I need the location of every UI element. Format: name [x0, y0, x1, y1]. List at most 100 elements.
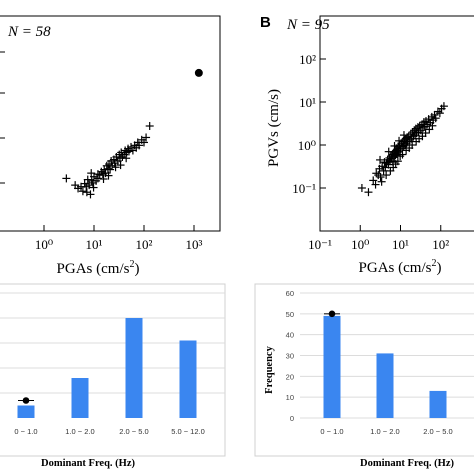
data-point: [87, 169, 96, 178]
x-tick-label: 1.0 − 2.0: [65, 427, 94, 436]
x-tick-label: 10⁰: [351, 237, 369, 252]
x-tick-label: 10²: [136, 237, 153, 252]
data-point: [142, 133, 151, 142]
panel-b-y-axis-label: PGVs (cm/s): [266, 89, 282, 167]
panel-b-x-axis-label: PGAs (cm/s2): [359, 258, 442, 276]
panel-d-frame: [254, 283, 474, 457]
data-point: [412, 129, 421, 138]
bar: [71, 378, 89, 418]
panel-d-x-ticks: 0 − 1.0 1.0 − 2.0 2.0 − 5.0: [320, 427, 452, 436]
data-point: [364, 188, 373, 197]
panel-a-x-axis-label: PGAs (cm/s2): [57, 259, 140, 277]
bar: [376, 353, 394, 418]
panel-c-bar: 0 − 1.0 1.0 − 2.0 2.0 − 5.0 5.0 − 12.0 Domi…: [0, 283, 226, 469]
y-tick-label: 60: [286, 289, 294, 298]
highlight-point: [194, 68, 203, 77]
x-tick-label: 5.0 − 12.0: [171, 427, 205, 436]
x-tick-label: 2.0 − 5.0: [119, 427, 148, 436]
panel-c-frame: [0, 283, 226, 457]
data-point: [99, 174, 108, 183]
panel-d-bars: [323, 310, 447, 418]
panel-c-x-ticks: 0 − 1.0 1.0 − 2.0 2.0 − 5.0 5.0 − 12.0: [14, 427, 204, 436]
data-point: [384, 160, 393, 169]
data-point: [399, 131, 408, 140]
panel-a-ticks: -110⁰10¹10²10³: [0, 51, 203, 252]
y-tick-label: 10: [286, 393, 294, 402]
data-point: [140, 138, 148, 147]
data-point: [421, 129, 430, 138]
data-point: [357, 184, 366, 192]
data-point: [428, 121, 437, 130]
panel-b-scatter: B N = 95 10⁻¹ 10⁰ 10¹ 10² 10⁻¹ 10⁰ 10¹ 10² PGVs…: [260, 14, 474, 276]
data-point: [390, 141, 399, 150]
data-point: [376, 155, 385, 164]
x-tick-label: 10³: [186, 237, 203, 252]
data-point: [104, 171, 113, 180]
panel-b-sample-size: N = 95: [286, 17, 330, 33]
panel-c-bars: [17, 318, 197, 418]
x-tick-label: 0 − 1.0: [320, 427, 343, 436]
bar: [429, 390, 447, 418]
panel-b-points: [357, 102, 448, 197]
data-point: [379, 166, 388, 175]
data-point: [395, 136, 404, 145]
panel-b-plot-frame: [319, 15, 474, 232]
y-tick-label: 10⁰: [298, 138, 316, 153]
data-point: [62, 174, 71, 183]
data-point: [439, 102, 448, 111]
data-point: [82, 188, 91, 197]
panel-d-y-axis-label: Frequency: [264, 345, 275, 393]
bar: [323, 315, 341, 418]
data-point: [398, 150, 407, 159]
data-point: [86, 190, 95, 199]
data-point: [377, 177, 386, 186]
panel-a-plot-frame: [0, 15, 221, 232]
data-point: [127, 142, 136, 151]
y-tick-label: 50: [286, 310, 294, 319]
y-tick-label: 0: [290, 414, 294, 423]
data-point: [145, 122, 154, 131]
panel-a-scatter: N = 58 -110⁰10¹10²10³ PGAs (cm/s2): [0, 15, 221, 277]
data-point: [371, 180, 380, 189]
y-tick-label: 30: [286, 352, 294, 361]
data-point: [89, 183, 98, 192]
data-point: [435, 109, 444, 118]
y-tick-label: 40: [286, 331, 294, 340]
y-tick-label: 10⁻¹: [292, 181, 316, 196]
highlight-dot: [22, 397, 30, 404]
data-point: [405, 136, 414, 145]
data-point: [106, 165, 115, 174]
panel-b-label: B: [260, 14, 271, 31]
data-point: [408, 141, 417, 149]
x-tick-label: 10¹: [392, 237, 409, 252]
bar: [179, 340, 197, 418]
panel-a-points: [62, 68, 203, 199]
y-tick-label: 10²: [299, 52, 316, 67]
highlight-dot: [328, 310, 336, 318]
y-tick-label: 20: [286, 372, 294, 381]
panel-d-x-axis-label: Dominant Freq. (Hz): [360, 458, 455, 469]
data-point: [111, 163, 120, 172]
data-point: [122, 154, 131, 163]
data-point: [116, 161, 125, 170]
x-tick-label: 10⁻¹: [308, 237, 332, 252]
y-tick-label: 10¹: [299, 95, 316, 110]
panel-b-ticks: 10⁻¹ 10⁰ 10¹ 10² 10⁻¹ 10⁰ 10¹ 10²: [292, 52, 449, 252]
data-point: [135, 141, 144, 150]
data-point: [369, 176, 378, 185]
data-point: [83, 175, 92, 184]
panel-c-x-axis-label: Dominant Freq. (Hz): [41, 458, 136, 469]
bar: [17, 405, 35, 418]
data-point: [431, 114, 440, 123]
x-tick-label: 10¹: [86, 237, 103, 252]
x-tick-label: 2.0 − 5.0: [423, 427, 452, 436]
data-point: [372, 169, 381, 178]
data-point: [376, 173, 385, 182]
data-point: [124, 147, 133, 156]
x-tick-label: 1.0 − 2.0: [370, 427, 399, 436]
data-point: [382, 171, 391, 180]
data-point: [78, 187, 87, 196]
x-tick-label: 0 − 1.0: [14, 427, 37, 436]
